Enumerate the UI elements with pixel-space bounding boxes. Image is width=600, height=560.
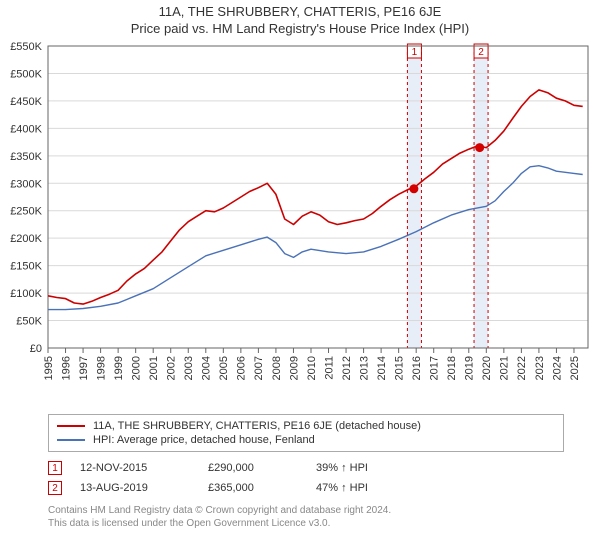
svg-text:1995: 1995	[43, 356, 55, 380]
legend-label: HPI: Average price, detached house, Fenl…	[93, 434, 315, 446]
svg-text:1999: 1999	[113, 356, 125, 380]
svg-text:2020: 2020	[481, 356, 493, 380]
event-price: £365,000	[208, 482, 298, 494]
svg-text:2024: 2024	[551, 356, 563, 380]
svg-text:2015: 2015	[393, 356, 405, 380]
svg-text:2012: 2012	[341, 356, 353, 380]
legend-label: 11A, THE SHRUBBERY, CHATTERIS, PE16 6JE …	[93, 420, 421, 432]
svg-text:2022: 2022	[516, 356, 528, 380]
svg-text:£50K: £50K	[16, 316, 42, 328]
svg-text:2021: 2021	[499, 356, 511, 380]
svg-text:£200K: £200K	[10, 233, 42, 245]
svg-text:£500K: £500K	[10, 68, 42, 80]
svg-text:2009: 2009	[288, 356, 300, 380]
event-row: 2 13-AUG-2019 £365,000 47% ↑ HPI	[48, 478, 564, 498]
event-row: 1 12-NOV-2015 £290,000 39% ↑ HPI	[48, 458, 564, 478]
svg-text:2001: 2001	[148, 356, 160, 380]
svg-text:£400K: £400K	[10, 123, 42, 135]
svg-text:£550K: £550K	[10, 41, 42, 53]
svg-text:2017: 2017	[429, 356, 441, 380]
svg-text:2023: 2023	[534, 356, 546, 380]
event-date: 13-AUG-2019	[80, 482, 190, 494]
svg-text:2004: 2004	[201, 356, 213, 380]
svg-text:£100K: £100K	[10, 288, 42, 300]
legend: 11A, THE SHRUBBERY, CHATTERIS, PE16 6JE …	[48, 414, 564, 452]
chart: £0 £50K £100K £150K £200K £250K £300K £350K £400…	[0, 38, 600, 408]
events-table: 1 12-NOV-2015 £290,000 39% ↑ HPI 2 13-AU…	[48, 458, 564, 498]
event-date: 12-NOV-2015	[80, 462, 190, 474]
svg-text:2000: 2000	[131, 356, 143, 380]
svg-text:2005: 2005	[218, 356, 230, 380]
svg-text:1996: 1996	[60, 356, 72, 380]
footer-line: Contains HM Land Registry data © Crown c…	[48, 504, 564, 517]
svg-text:£300K: £300K	[10, 178, 42, 190]
svg-text:1998: 1998	[95, 356, 107, 380]
svg-text:2006: 2006	[236, 356, 248, 380]
footer-line: This data is licensed under the Open Gov…	[48, 517, 564, 530]
svg-text:2011: 2011	[323, 356, 335, 380]
event-badge: 1	[48, 461, 62, 475]
svg-text:2: 2	[478, 47, 484, 58]
svg-text:2014: 2014	[376, 356, 388, 380]
title-line-2: Price paid vs. HM Land Registry's House …	[0, 21, 600, 36]
title-line-1: 11A, THE SHRUBBERY, CHATTERIS, PE16 6JE	[0, 4, 600, 19]
legend-item: 11A, THE SHRUBBERY, CHATTERIS, PE16 6JE …	[57, 419, 555, 433]
svg-text:£0: £0	[30, 343, 42, 355]
event-delta: 39% ↑ HPI	[316, 462, 368, 474]
svg-text:2019: 2019	[464, 356, 476, 380]
svg-text:2013: 2013	[358, 356, 370, 380]
svg-text:2010: 2010	[306, 356, 318, 380]
svg-text:£150K: £150K	[10, 261, 42, 273]
svg-text:2025: 2025	[569, 356, 581, 380]
event-delta: 47% ↑ HPI	[316, 482, 368, 494]
svg-text:£250K: £250K	[10, 206, 42, 218]
legend-swatch	[57, 425, 85, 427]
svg-text:2007: 2007	[253, 356, 265, 380]
footer: Contains HM Land Registry data © Crown c…	[48, 504, 564, 530]
svg-text:£350K: £350K	[10, 151, 42, 163]
event-badge: 2	[48, 481, 62, 495]
svg-text:2018: 2018	[446, 356, 458, 380]
event-price: £290,000	[208, 462, 298, 474]
svg-text:1997: 1997	[78, 356, 90, 380]
chart-svg: £0 £50K £100K £150K £200K £250K £300K £350K £400…	[0, 38, 600, 408]
svg-text:1: 1	[412, 47, 418, 58]
legend-item: HPI: Average price, detached house, Fenl…	[57, 433, 555, 447]
svg-text:2016: 2016	[411, 356, 423, 380]
svg-text:2003: 2003	[183, 356, 195, 380]
svg-text:2008: 2008	[271, 356, 283, 380]
legend-swatch	[57, 439, 85, 441]
svg-text:2002: 2002	[166, 356, 178, 380]
svg-text:£450K: £450K	[10, 96, 42, 108]
